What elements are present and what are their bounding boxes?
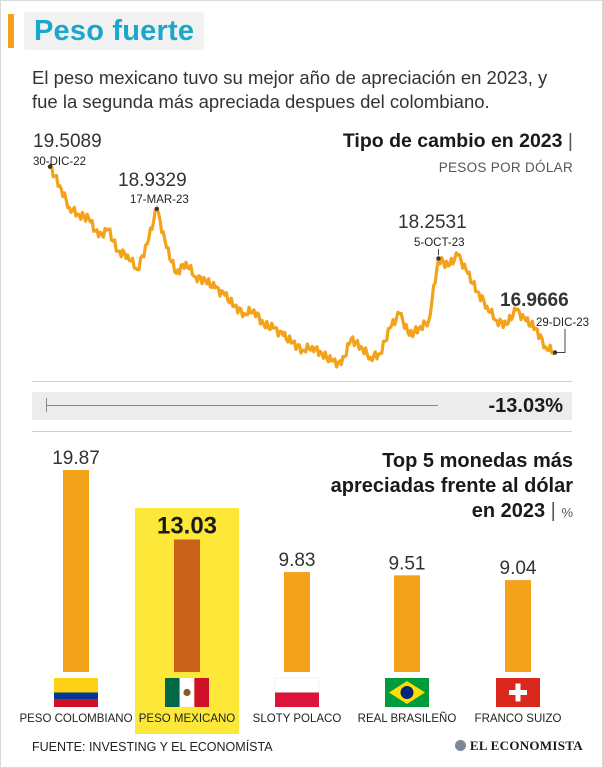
brand-logo: EL ECONOMISTA	[454, 738, 583, 754]
change-box	[32, 392, 572, 420]
line-chart-title: Tipo de cambio en 2023 |	[343, 130, 573, 153]
line-chart-title-text: Tipo de cambio en 2023	[342, 130, 563, 152]
globe-icon	[454, 740, 466, 751]
page-title: Peso fuerte	[34, 15, 195, 47]
bar-chart-title-text: Top 5 monedas más apreciadas frente al d…	[330, 450, 573, 522]
source-note: FUENTE: INVESTING Y EL ECONOMÍSTA	[32, 740, 273, 754]
title-box: Peso fuerte	[24, 12, 205, 50]
title-accent-bar	[8, 14, 14, 48]
change-value: -13.03%	[488, 395, 564, 417]
title-separator: |	[567, 130, 573, 152]
line-chart-unit: PESOS POR DÓLAR	[438, 160, 573, 175]
change-tick	[46, 398, 47, 412]
separator-top	[32, 381, 572, 382]
separator-bottom	[32, 431, 572, 432]
bar-title-separator: |	[550, 500, 556, 522]
bar-chart-unit: %	[561, 505, 573, 520]
page-subtitle: El peso mexicano tuvo su mejor año de ap…	[32, 67, 548, 112]
change-line	[46, 405, 438, 406]
brand-name: EL ECONOMISTA	[469, 738, 583, 753]
bar-chart-title: Top 5 monedas más apreciadas frente al d…	[313, 449, 573, 525]
